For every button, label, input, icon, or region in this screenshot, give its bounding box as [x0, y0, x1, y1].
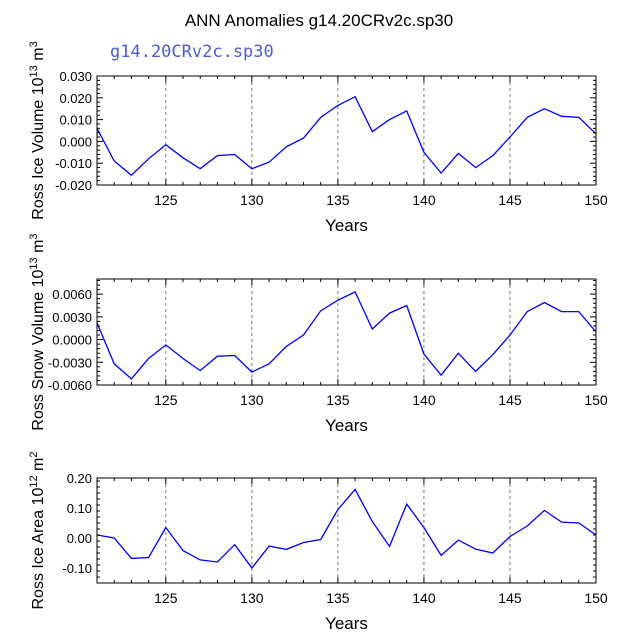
chart-panel-1: 125 130 135 140 145 150 0.030 0.020 0.010 0.000 -0…	[28, 41, 608, 235]
y-axis-title: Ross Ice Area 1012 m2	[28, 452, 47, 610]
y-title-exponent: 13	[28, 65, 40, 77]
y-title-unit: m	[30, 240, 47, 258]
x-tick-label: 150	[584, 590, 608, 606]
x-tick-label: 145	[498, 590, 522, 606]
x-axis-title: Years	[325, 416, 368, 435]
y-tick-label: 0.0060	[52, 287, 92, 302]
x-tick-label: 140	[412, 392, 436, 408]
series-label: g14.20CRv2c.sp30	[110, 42, 274, 62]
y-title-main: Ross Ice Volume 10	[30, 77, 47, 219]
x-tick-label: 125	[154, 392, 178, 408]
x-tick-label: 150	[584, 392, 608, 408]
y-tick-label: 0.10	[67, 501, 92, 516]
y-title-main: Ross Snow Volume 10	[30, 269, 47, 430]
x-tick-label: 130	[240, 192, 264, 208]
series-line	[96, 488, 597, 570]
y-title-unit-exponent: 3	[28, 233, 40, 239]
chart-panel-3: 125 130 135 140 145 150 0.20 0.10 0.00 -0.10 Years…	[28, 452, 608, 634]
y-tick-label: 0.0030	[52, 310, 92, 325]
y-tick-label: -0.010	[55, 156, 92, 171]
y-title-exponent: 13	[28, 257, 40, 269]
x-tick-label: 135	[326, 192, 350, 208]
series-line	[96, 95, 597, 177]
y-tick-label: 0.010	[59, 113, 92, 128]
y-tick-label: 0.00	[67, 531, 92, 546]
y-title-unit: m	[30, 458, 47, 476]
y-tick-label: 0.030	[59, 69, 92, 84]
plot-frame	[96, 278, 597, 386]
y-tick-label: -0.10	[62, 561, 92, 576]
x-tick-label: 145	[498, 192, 522, 208]
x-tick-label: 130	[240, 392, 264, 408]
x-tick-label: 125	[154, 192, 178, 208]
y-tick-label: 0.20	[67, 471, 92, 486]
y-tick-label: -0.020	[55, 178, 92, 193]
y-tick-label: -0.0030	[48, 355, 92, 370]
plot-frame	[96, 75, 597, 186]
chart-title: ANN Anomalies g14.20CRv2c.sp30	[185, 11, 453, 30]
x-tick-label: 125	[154, 590, 178, 606]
x-tick-label: 145	[498, 392, 522, 408]
y-title-unit: m	[30, 47, 47, 65]
x-tick-label: 140	[412, 590, 436, 606]
x-axis-title: Years	[325, 216, 368, 235]
y-tick-label: 0.020	[59, 91, 92, 106]
y-tick-label: -0.0060	[48, 378, 92, 393]
y-axis-title: Ross Snow Volume 1013 m3	[28, 233, 47, 430]
y-title-exponent: 12	[28, 475, 40, 487]
x-tick-label: 130	[240, 590, 264, 606]
chart-panel-2: 125 130 135 140 145 150 0.0060 0.0030 0.0000 -0.0…	[28, 233, 608, 435]
x-tick-label: 140	[412, 192, 436, 208]
series-line	[96, 291, 597, 380]
x-tick-label: 135	[326, 590, 350, 606]
y-title-unit-exponent: 3	[28, 41, 40, 47]
x-tick-label: 135	[326, 392, 350, 408]
y-title-main: Ross Ice Area 10	[30, 488, 47, 610]
y-tick-label: 0.0000	[52, 333, 92, 348]
x-axis-title: Years	[325, 614, 368, 633]
y-tick-label: 0.000	[59, 134, 92, 149]
y-axis-title: Ross Ice Volume 1013 m3	[28, 41, 47, 219]
x-tick-label: 150	[584, 192, 608, 208]
plot-frame	[96, 477, 597, 584]
y-title-unit-exponent: 2	[28, 452, 40, 458]
